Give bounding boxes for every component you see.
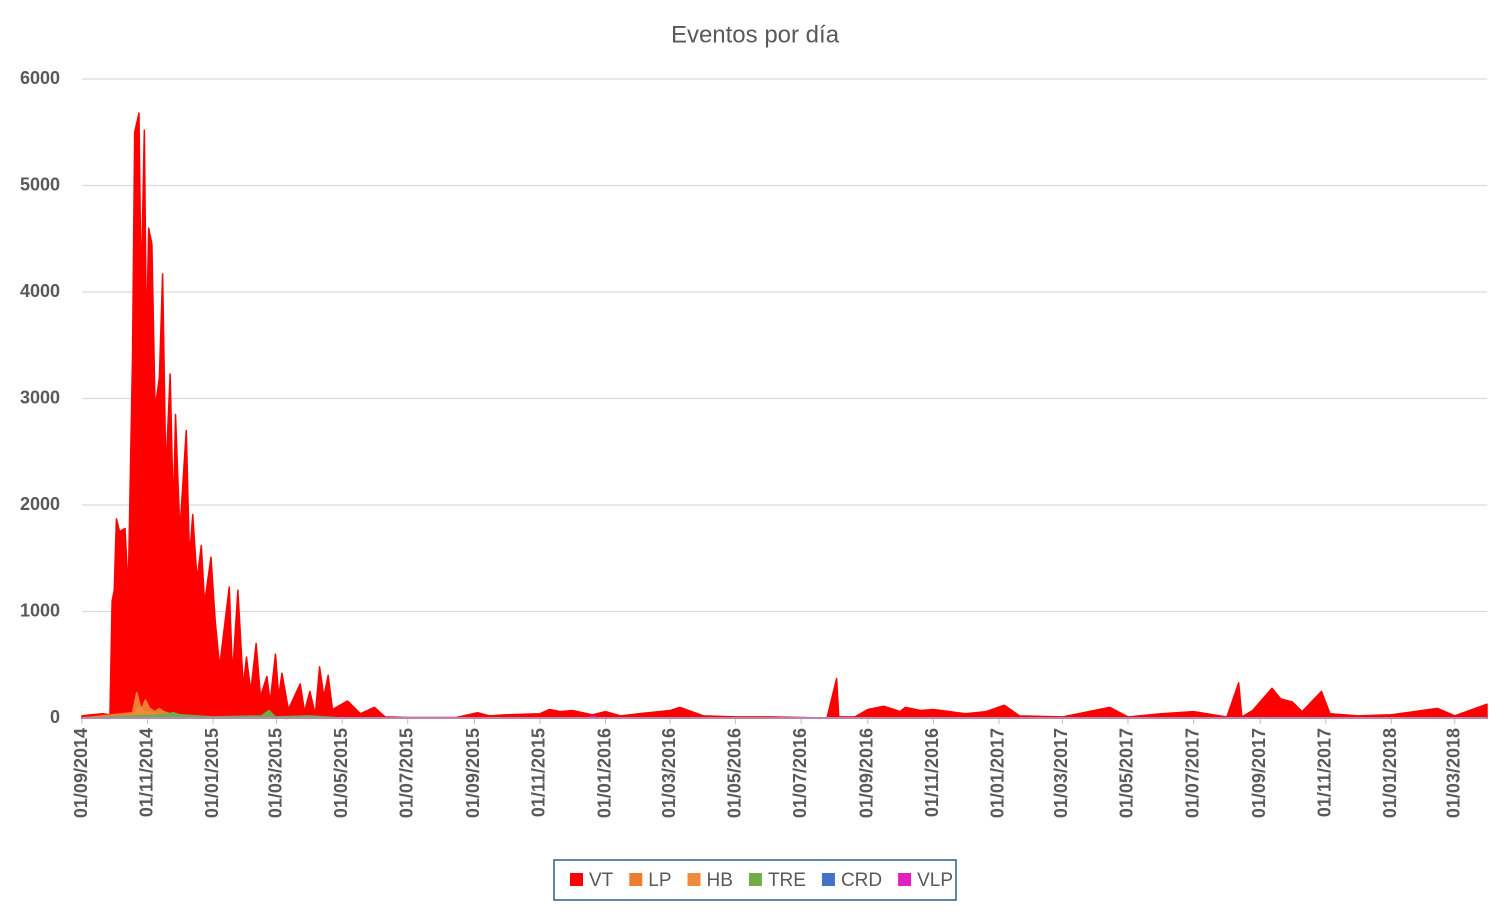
x-tick-label: 01/05/2015 [331,728,351,818]
legend-swatch [748,873,762,886]
legend-label: HB [707,870,733,891]
legend-label: LP [648,870,671,891]
legend-swatch [898,873,912,886]
x-tick-label: 01/01/2017 [988,728,1008,818]
legend-label: VT [589,870,614,891]
x-tick-label: 01/05/2016 [724,728,744,818]
x-tick-label: 01/03/2018 [1444,728,1464,818]
x-tick-label: 01/07/2016 [790,728,810,818]
x-tick-label: 01/07/2015 [396,728,416,818]
x-tick-label: 01/03/2017 [1051,728,1071,818]
y-tick-label: 6000 [20,68,60,88]
x-tick-label: 01/07/2017 [1182,728,1202,818]
y-tick-label: 1000 [20,600,60,620]
x-tick-label: 01/05/2017 [1117,728,1137,818]
y-tick-label: 4000 [20,281,60,301]
y-tick-label: 0 [50,707,60,727]
x-tick-label: 01/11/2016 [922,728,942,817]
x-tick-label: 01/03/2015 [265,728,285,818]
y-tick-label: 5000 [20,174,60,194]
x-tick-label: 01/01/2016 [594,728,614,818]
legend-swatch [629,873,643,886]
x-tick-label: 01/09/2016 [857,728,877,818]
x-tick-label: 01/11/2017 [1315,728,1335,817]
x-tick-label: 01/09/2017 [1249,728,1269,818]
chart-title: Eventos por día [671,21,840,48]
x-tick-label: 01/09/2015 [463,728,483,818]
legend-label: CRD [841,870,882,891]
x-tick-label: 01/03/2016 [659,728,679,818]
area [81,112,1488,719]
legend-label: TRE [768,870,806,891]
legend-label: VLP [917,870,953,891]
x-tick-label: 01/11/2015 [529,728,549,817]
x-tick-label: 01/09/2014 [71,728,91,818]
legend-swatch [687,873,701,886]
legend-swatch [821,873,835,886]
y-tick-label: 2000 [20,494,60,514]
x-tick-label: 01/01/2018 [1380,728,1400,818]
x-tick-label: 01/01/2015 [202,728,222,818]
x-tick-label: 01/11/2014 [136,728,156,817]
y-tick-label: 3000 [20,387,60,407]
legend-swatch [570,873,583,886]
